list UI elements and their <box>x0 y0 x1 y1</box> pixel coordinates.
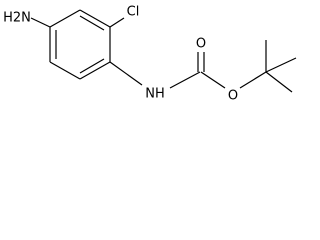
double-bond <box>79 58 105 74</box>
bond <box>109 61 143 86</box>
bond <box>265 71 293 93</box>
atom-label: Cl <box>127 5 140 20</box>
bond <box>265 57 297 73</box>
atom-label: H2N <box>3 11 31 26</box>
bonds <box>30 9 297 93</box>
bond <box>169 71 201 89</box>
double-bond <box>79 15 105 31</box>
bond <box>49 61 81 80</box>
bond <box>49 9 81 28</box>
atom-label: NH <box>145 87 165 102</box>
bond <box>79 9 111 28</box>
bond <box>109 17 125 28</box>
atom-label: O <box>196 37 206 52</box>
bond <box>79 61 111 80</box>
bond <box>30 17 51 28</box>
bond <box>239 71 267 89</box>
bond <box>200 71 226 89</box>
atom-label: O <box>228 89 238 104</box>
molecule-diagram: H2N Cl NH O O <box>3 5 297 104</box>
